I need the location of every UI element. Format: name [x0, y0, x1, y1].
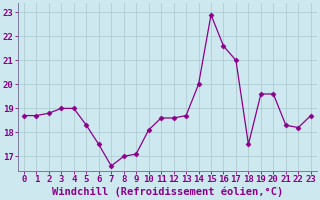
X-axis label: Windchill (Refroidissement éolien,°C): Windchill (Refroidissement éolien,°C)	[52, 187, 283, 197]
